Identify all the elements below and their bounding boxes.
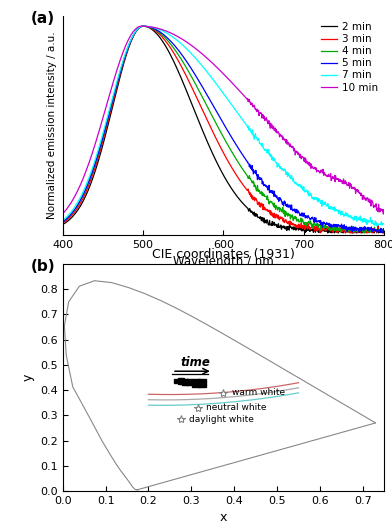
2 min [141, 23, 145, 30]
2 min [60, 221, 65, 228]
3 min [60, 220, 65, 227]
7 min [141, 23, 145, 30]
7 min [382, 220, 387, 227]
5 min [60, 219, 65, 225]
2 min [305, 225, 309, 231]
7 min [60, 217, 65, 223]
10 min [139, 23, 144, 30]
4 min [256, 188, 261, 195]
Line: 2 min: 2 min [63, 26, 384, 233]
3 min [305, 223, 309, 229]
Text: (b): (b) [31, 259, 55, 275]
10 min [265, 120, 270, 127]
4 min [141, 23, 145, 30]
5 min [265, 187, 270, 193]
3 min [338, 225, 342, 231]
5 min [80, 193, 85, 200]
5 min [305, 214, 309, 220]
4 min [247, 175, 252, 182]
3 min [265, 208, 270, 214]
7 min [265, 149, 270, 155]
3 min [382, 227, 387, 233]
3 min [141, 23, 145, 30]
10 min [60, 211, 65, 217]
4 min [80, 193, 85, 200]
2 min [265, 220, 270, 227]
5 min [247, 161, 252, 167]
7 min [305, 187, 309, 194]
4 min [265, 196, 270, 203]
Title: CIE coordinates (1931): CIE coordinates (1931) [152, 249, 295, 261]
Text: neutral white: neutral white [206, 403, 267, 412]
X-axis label: x: x [220, 512, 227, 524]
3 min [247, 190, 252, 196]
Line: 4 min: 4 min [63, 26, 384, 233]
7 min [375, 223, 379, 229]
Line: 3 min: 3 min [63, 26, 384, 233]
7 min [256, 137, 261, 143]
10 min [382, 208, 387, 214]
3 min [256, 201, 261, 207]
7 min [338, 208, 342, 214]
Y-axis label: Normalized emission intensity / a.u.: Normalized emission intensity / a.u. [47, 32, 57, 219]
Line: 5 min: 5 min [63, 26, 384, 233]
10 min [256, 108, 261, 114]
2 min [338, 229, 343, 235]
4 min [305, 222, 309, 229]
10 min [305, 158, 309, 165]
4 min [338, 227, 342, 233]
5 min [256, 172, 261, 178]
3 min [80, 196, 85, 203]
X-axis label: Wavelength / nm: Wavelength / nm [173, 256, 274, 268]
Text: time: time [181, 356, 211, 369]
Line: 7 min: 7 min [63, 26, 384, 226]
7 min [80, 190, 85, 196]
Text: warm white: warm white [232, 388, 285, 397]
10 min [338, 178, 342, 184]
2 min [247, 205, 252, 212]
10 min [247, 99, 252, 105]
5 min [381, 230, 386, 236]
7 min [247, 125, 252, 131]
2 min [325, 230, 330, 236]
3 min [348, 230, 352, 236]
Line: 10 min: 10 min [63, 26, 384, 214]
Text: daylight white: daylight white [189, 414, 254, 423]
Y-axis label: y: y [22, 374, 34, 381]
10 min [80, 177, 85, 183]
5 min [141, 23, 145, 30]
4 min [382, 228, 387, 234]
5 min [338, 222, 342, 229]
2 min [382, 227, 387, 233]
10 min [381, 211, 386, 217]
Legend: 2 min, 3 min, 4 min, 5 min, 7 min, 10 min: 2 min, 3 min, 4 min, 5 min, 7 min, 10 mi… [320, 21, 379, 93]
5 min [382, 228, 387, 234]
2 min [256, 214, 261, 221]
2 min [80, 199, 85, 205]
4 min [363, 230, 367, 236]
4 min [60, 219, 65, 225]
Text: (a): (a) [31, 12, 55, 26]
